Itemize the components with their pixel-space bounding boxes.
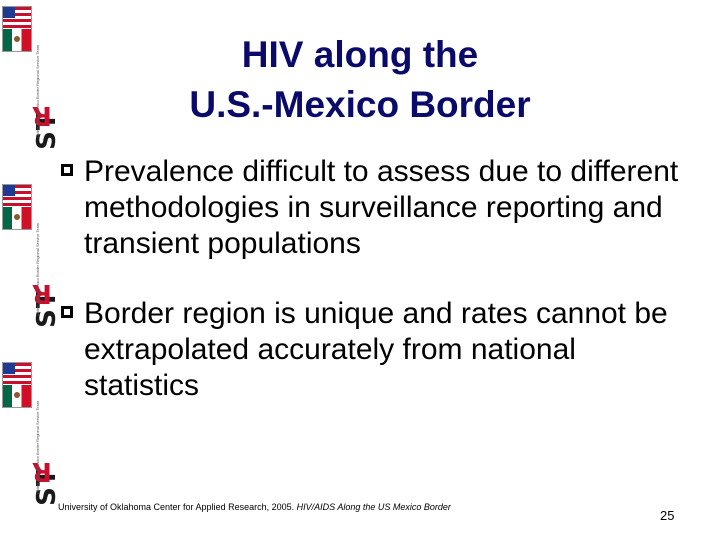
us-mexico-flag-icon — [2, 6, 32, 52]
brand-tile: UMB R ST United States-Mexico Border Regio… — [0, 358, 62, 536]
sidebar-branding: UMB R ST United States-Mexico Border Regio… — [0, 0, 62, 540]
brand-logo: UMB R ST — [0, 258, 62, 328]
title-line: U.S.-Mexico Border — [189, 84, 531, 125]
brand-fine-print: United States-Mexico Border Regional Ser… — [35, 44, 41, 138]
us-mexico-flag-icon — [2, 184, 32, 230]
slide-title: HIV along the U.S.-Mexico Border — [60, 30, 660, 130]
bullet-text: Prevalence difficult to assess due to di… — [84, 155, 679, 260]
title-line: HIV along the — [241, 34, 479, 75]
brand-tile: UMB R ST United States-Mexico Border Regio… — [0, 180, 62, 358]
citation-source: University of Oklahoma Center for Applie… — [58, 502, 295, 512]
square-bullet-icon — [61, 164, 73, 176]
bullet-item: Prevalence difficult to assess due to di… — [58, 154, 698, 262]
brand-tile: UMB R ST United States-Mexico Border Regio… — [0, 2, 62, 180]
page-number: 25 — [660, 508, 675, 523]
citation-title: HIV/AIDS Along the US Mexico Border — [296, 502, 451, 512]
brand-logo: UMB R ST — [0, 80, 62, 150]
bullet-item: Border region is unique and rates cannot… — [58, 296, 698, 404]
brand-fine-print: United States-Mexico Border Regional Ser… — [35, 400, 41, 494]
bullet-list: Prevalence difficult to assess due to di… — [58, 154, 698, 404]
square-bullet-icon — [61, 306, 73, 318]
brand-logo: UMB R ST — [0, 436, 62, 506]
bullet-text: Border region is unique and rates cannot… — [84, 297, 668, 402]
citation: University of Oklahoma Center for Applie… — [58, 502, 451, 512]
brand-fine-print: United States-Mexico Border Regional Ser… — [35, 222, 41, 316]
us-mexico-flag-icon — [2, 362, 32, 408]
